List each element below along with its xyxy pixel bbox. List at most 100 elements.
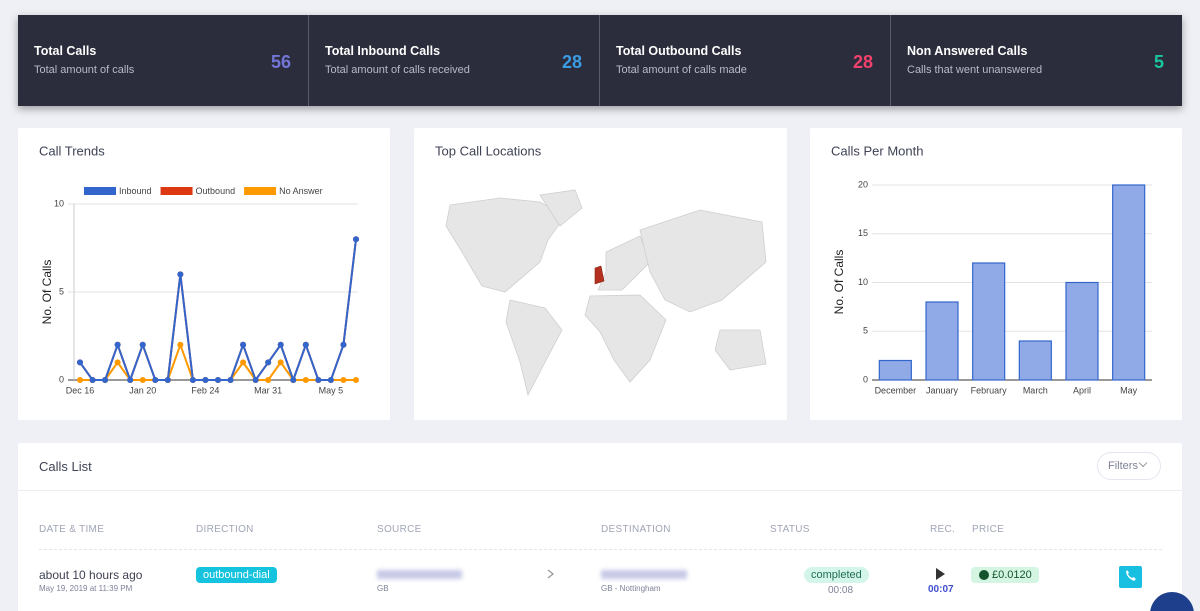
x-tick-label: January	[926, 385, 959, 395]
data-point	[177, 341, 184, 348]
chat-widget[interactable]	[1150, 592, 1194, 611]
y-tick-label: 10	[858, 277, 868, 287]
stat-value: 5	[1153, 52, 1164, 72]
series-line	[80, 341, 356, 381]
legend-swatch	[244, 187, 277, 195]
map-land	[584, 294, 667, 383]
data-point	[102, 377, 109, 383]
stats-bar	[18, 15, 1182, 106]
price-check-icon	[979, 570, 989, 580]
filter-label: Filters	[1108, 460, 1138, 472]
phone-icon	[1126, 570, 1136, 581]
data-point	[265, 359, 272, 366]
column-header: DIRECTION	[196, 524, 254, 535]
list-divider	[18, 490, 1182, 491]
world-map	[445, 189, 767, 397]
x-tick-label: Feb 24	[191, 385, 219, 395]
destination-location: GB - Nottingham	[601, 584, 661, 593]
legend-label: Inbound	[119, 186, 152, 196]
legend-label: No Answer	[279, 186, 323, 196]
map-land	[539, 189, 583, 227]
source-country: GB	[377, 584, 389, 593]
stat-value: 28	[561, 52, 582, 72]
stat-divider	[599, 15, 600, 106]
column-header: SOURCE	[377, 524, 422, 535]
data-point	[139, 341, 146, 348]
direction-arrow	[547, 569, 555, 579]
x-tick-label: March	[1023, 385, 1048, 395]
data-point	[77, 377, 83, 383]
data-point	[164, 377, 171, 383]
stat-title: Total Calls	[34, 44, 97, 58]
data-point	[315, 377, 322, 383]
map-land	[639, 209, 767, 313]
column-header: DATE & TIME	[39, 524, 105, 535]
legend-swatch	[160, 187, 193, 195]
y-tick-label: 0	[59, 374, 64, 384]
filter-button[interactable]	[1097, 452, 1161, 480]
call-date: May 19, 2019 at 11:39 PM	[39, 584, 133, 593]
stat-subtitle: Total amount of calls made	[616, 64, 747, 76]
data-point	[227, 377, 234, 383]
y-tick-label: 10	[54, 198, 64, 208]
data-point	[352, 236, 359, 243]
play-icon[interactable]	[936, 568, 945, 580]
stat-divider	[308, 15, 309, 106]
data-point	[89, 377, 96, 383]
bar	[1018, 340, 1052, 381]
bar	[878, 359, 912, 381]
stat-value: 56	[270, 52, 291, 72]
data-point	[139, 377, 146, 383]
x-tick-label: May	[1120, 385, 1138, 395]
data-point	[214, 377, 221, 383]
stat-subtitle: Total amount of calls received	[325, 64, 470, 76]
data-point	[277, 359, 284, 366]
y-tick-label: 20	[858, 179, 868, 189]
data-point	[327, 377, 334, 383]
stat-subtitle: Calls that went unanswered	[907, 64, 1043, 76]
data-point	[277, 341, 284, 348]
series-line	[79, 239, 357, 383]
data-point	[152, 377, 159, 383]
data-point	[189, 377, 196, 383]
column-header: PRICE	[972, 524, 1005, 535]
data-point	[265, 377, 272, 383]
y-tick-label: 5	[59, 286, 64, 296]
chart-title: Call Trends	[39, 143, 105, 158]
stat-title: Total Outbound Calls	[616, 44, 742, 58]
status-badge: completed	[804, 567, 869, 583]
data-point	[114, 341, 121, 348]
source-number	[377, 570, 462, 579]
data-point	[302, 341, 309, 348]
recording-length: 00:07	[928, 584, 954, 595]
y-tick-label: 5	[863, 326, 868, 336]
data-point	[340, 377, 347, 383]
bar	[1065, 281, 1099, 381]
bar	[972, 262, 1006, 381]
legend-label: Outbound	[196, 186, 236, 196]
column-header: REC.	[930, 524, 956, 535]
series-line	[79, 239, 357, 383]
direction-badge: outbound-dial	[196, 567, 277, 583]
y-tick-label: 0	[863, 374, 868, 384]
map-title: Top Call Locations	[435, 143, 542, 158]
column-header: STATUS	[770, 524, 810, 535]
stat-title: Non Answered Calls	[907, 44, 1028, 58]
x-tick-label: Mar 31	[254, 385, 282, 395]
data-point	[114, 359, 121, 366]
header-divider	[39, 549, 1162, 550]
map-land	[597, 235, 651, 291]
map-land	[714, 329, 767, 371]
data-point	[202, 377, 209, 383]
x-tick-label: May 5	[319, 385, 344, 395]
call-button[interactable]	[1119, 566, 1142, 588]
data-point	[77, 359, 83, 366]
x-tick-label: February	[971, 385, 1008, 395]
list-title: Calls List	[39, 459, 92, 474]
data-point	[340, 341, 347, 348]
data-point	[252, 377, 259, 383]
data-point	[127, 377, 134, 383]
x-tick-label: Jan 20	[129, 385, 156, 395]
